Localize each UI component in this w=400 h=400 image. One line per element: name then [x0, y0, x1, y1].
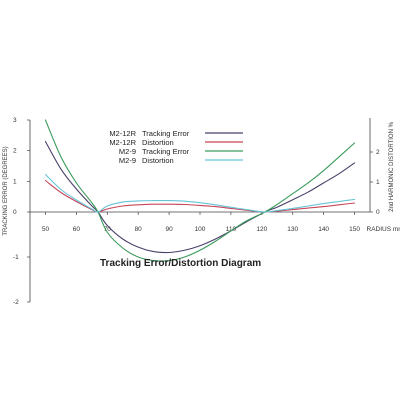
- axes-layer: 3 2 1 0 -1 -2 2 1 0 50 60 70 80 90 100 110 120 130 140 150 R…: [3, 117, 400, 306]
- x-tick-label: 110: [226, 226, 237, 233]
- series-line-m2-12r-distortion: [44, 179, 356, 213]
- legend-measure-label: Tracking Error: [142, 129, 190, 138]
- series-line-m2-9-distortion: [44, 173, 356, 213]
- left-tick-label: 3: [13, 117, 17, 124]
- right-axis-title: 2nd HARMONIC DISTORTION %: [389, 121, 395, 211]
- x-tick-label: 150: [349, 226, 360, 233]
- x-tick-label: 50: [42, 226, 50, 233]
- right-tick-label: 0: [376, 209, 380, 216]
- legend-measure-label: Tracking Error: [142, 147, 190, 156]
- x-tick-label: 130: [287, 226, 298, 233]
- x-tick-label: 80: [135, 226, 143, 233]
- legend-measure-label: Distortion: [142, 138, 174, 147]
- legend-measure-label: Distortion: [142, 156, 174, 165]
- legend-model-label: M2-9: [119, 147, 136, 156]
- x-tick-label: 140: [318, 226, 329, 233]
- left-tick-label: -2: [13, 299, 19, 306]
- x-tick-label: 120: [256, 226, 267, 233]
- legend-model-label: M2-12R: [109, 129, 136, 138]
- left-tick-label: -1: [13, 254, 19, 261]
- left-tick-label: 0: [13, 209, 17, 216]
- left-axis-title: TRACKING ERROR (DEGREES): [3, 146, 9, 235]
- x-tick-label: 90: [165, 226, 173, 233]
- left-tick-label: 2: [13, 148, 17, 155]
- series-layer: [44, 119, 356, 262]
- legend-model-label: M2-9: [119, 156, 136, 165]
- left-tick-label: 1: [13, 178, 17, 185]
- x-tick-label: 70: [104, 226, 112, 233]
- right-tick-label: 2: [376, 149, 380, 156]
- x-axis-label: RADIUS mm: [367, 226, 400, 233]
- series-line-m2-12r-tracking-error: [44, 140, 356, 254]
- series-line-m2-9-tracking-error: [44, 119, 356, 262]
- x-tick-label: 100: [195, 226, 206, 233]
- chart-title: Tracking Error/Distortion Diagram: [100, 258, 261, 269]
- legend-model-label: M2-12R: [109, 138, 136, 147]
- right-tick-label: 1: [376, 179, 380, 186]
- legend: M2-12R Tracking Error M2-12R Distortion M2-9…: [109, 129, 243, 165]
- x-tick-label: 60: [73, 226, 81, 233]
